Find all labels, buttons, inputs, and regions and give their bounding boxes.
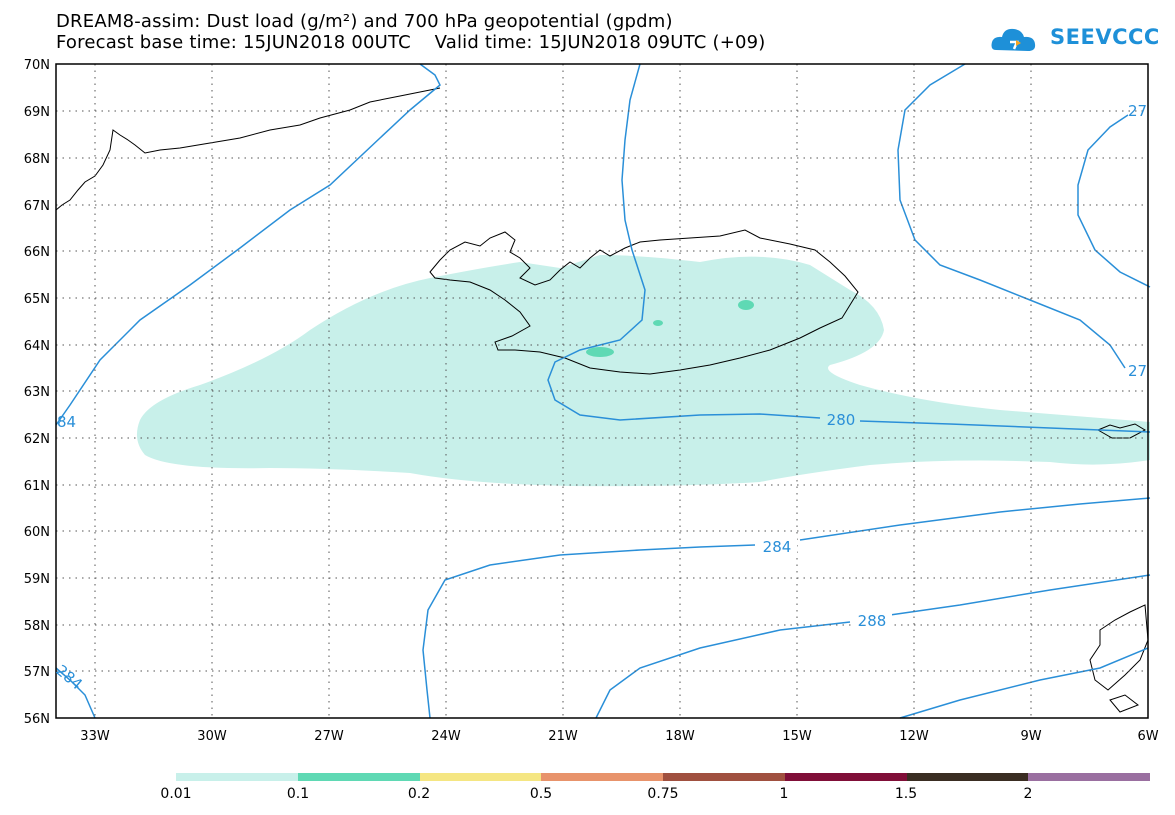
chart-title: DREAM8-assim: Dust load (g/m²) and 700 h…: [56, 11, 673, 32]
lon-label: 33W: [80, 729, 110, 744]
legend-label: 0.1: [286, 786, 310, 802]
lat-label: 64N: [24, 339, 50, 354]
legend-label: 1: [779, 786, 789, 802]
chart-subtitle: Forecast base time: 15JUN2018 00UTC Vali…: [56, 32, 766, 53]
lon-label: 15W: [782, 729, 812, 744]
seevccc-logo: [991, 28, 1036, 51]
contour-label-280: 280: [827, 411, 856, 429]
legend-swatch: [1028, 773, 1150, 781]
logo-text: SEEVCCC: [1050, 25, 1160, 49]
latitude-labels: 70N 69N 68N 67N 66N 65N 64N 63N 62N 61N …: [24, 58, 50, 727]
legend-swatch: [906, 773, 1029, 781]
lat-label: 69N: [24, 105, 50, 120]
legend-label: 1.5: [894, 786, 918, 802]
contour-label-288: 288: [858, 612, 887, 630]
coastlines: [55, 87, 1149, 713]
lat-label: 58N: [24, 619, 50, 634]
lat-label: 61N: [24, 479, 50, 494]
legend-swatch: [541, 773, 663, 781]
gridlines: [56, 64, 1148, 718]
contour-label-84-top: 84: [57, 413, 76, 431]
legend-label: 0.75: [647, 786, 679, 802]
legend-swatch: [663, 773, 785, 781]
lon-label: 9W: [1020, 729, 1041, 744]
lon-label: 21W: [548, 729, 578, 744]
lat-label: 62N: [24, 432, 50, 447]
contour-label-27-top: 27: [1128, 102, 1147, 120]
legend-label: 0.2: [407, 786, 431, 802]
lon-label: 6W: [1137, 729, 1158, 744]
lon-label: 24W: [431, 729, 461, 744]
geopotential-contours: [55, 63, 1151, 719]
legend-swatch: [297, 773, 420, 781]
legend-label: 2: [1023, 786, 1033, 802]
lat-label: 59N: [24, 572, 50, 587]
lat-label: 68N: [24, 152, 50, 167]
longitude-labels: 33W 30W 27W 24W 21W 18W 15W 12W 9W 6W: [80, 729, 1158, 744]
legend-swatch: [784, 773, 907, 781]
lon-label: 12W: [899, 729, 929, 744]
contour-label-284-bottom: 284: [52, 661, 86, 693]
contour-label-27-mid: 27: [1128, 362, 1147, 380]
legend-label: 0.5: [529, 786, 553, 802]
lat-label: 67N: [24, 199, 50, 214]
lat-label: 57N: [24, 665, 50, 680]
lon-label: 30W: [197, 729, 227, 744]
lon-label: 18W: [665, 729, 695, 744]
legend-swatch: [176, 773, 298, 781]
lat-label: 65N: [24, 292, 50, 307]
dust-fill-low: [136, 255, 1150, 487]
lat-label: 60N: [24, 525, 50, 540]
legend-swatch: [419, 773, 542, 781]
map-frame: [55, 63, 1149, 719]
contour-label-284: 284: [763, 538, 792, 556]
legend-label: 0.01: [160, 786, 192, 802]
lat-label: 63N: [24, 385, 50, 400]
lat-label: 70N: [24, 58, 50, 73]
dust-fill-mid: [586, 300, 754, 357]
lon-label: 27W: [314, 729, 344, 744]
lat-label: 56N: [24, 712, 50, 727]
lat-label: 66N: [24, 245, 50, 260]
legend-colorbar: [176, 773, 1150, 781]
